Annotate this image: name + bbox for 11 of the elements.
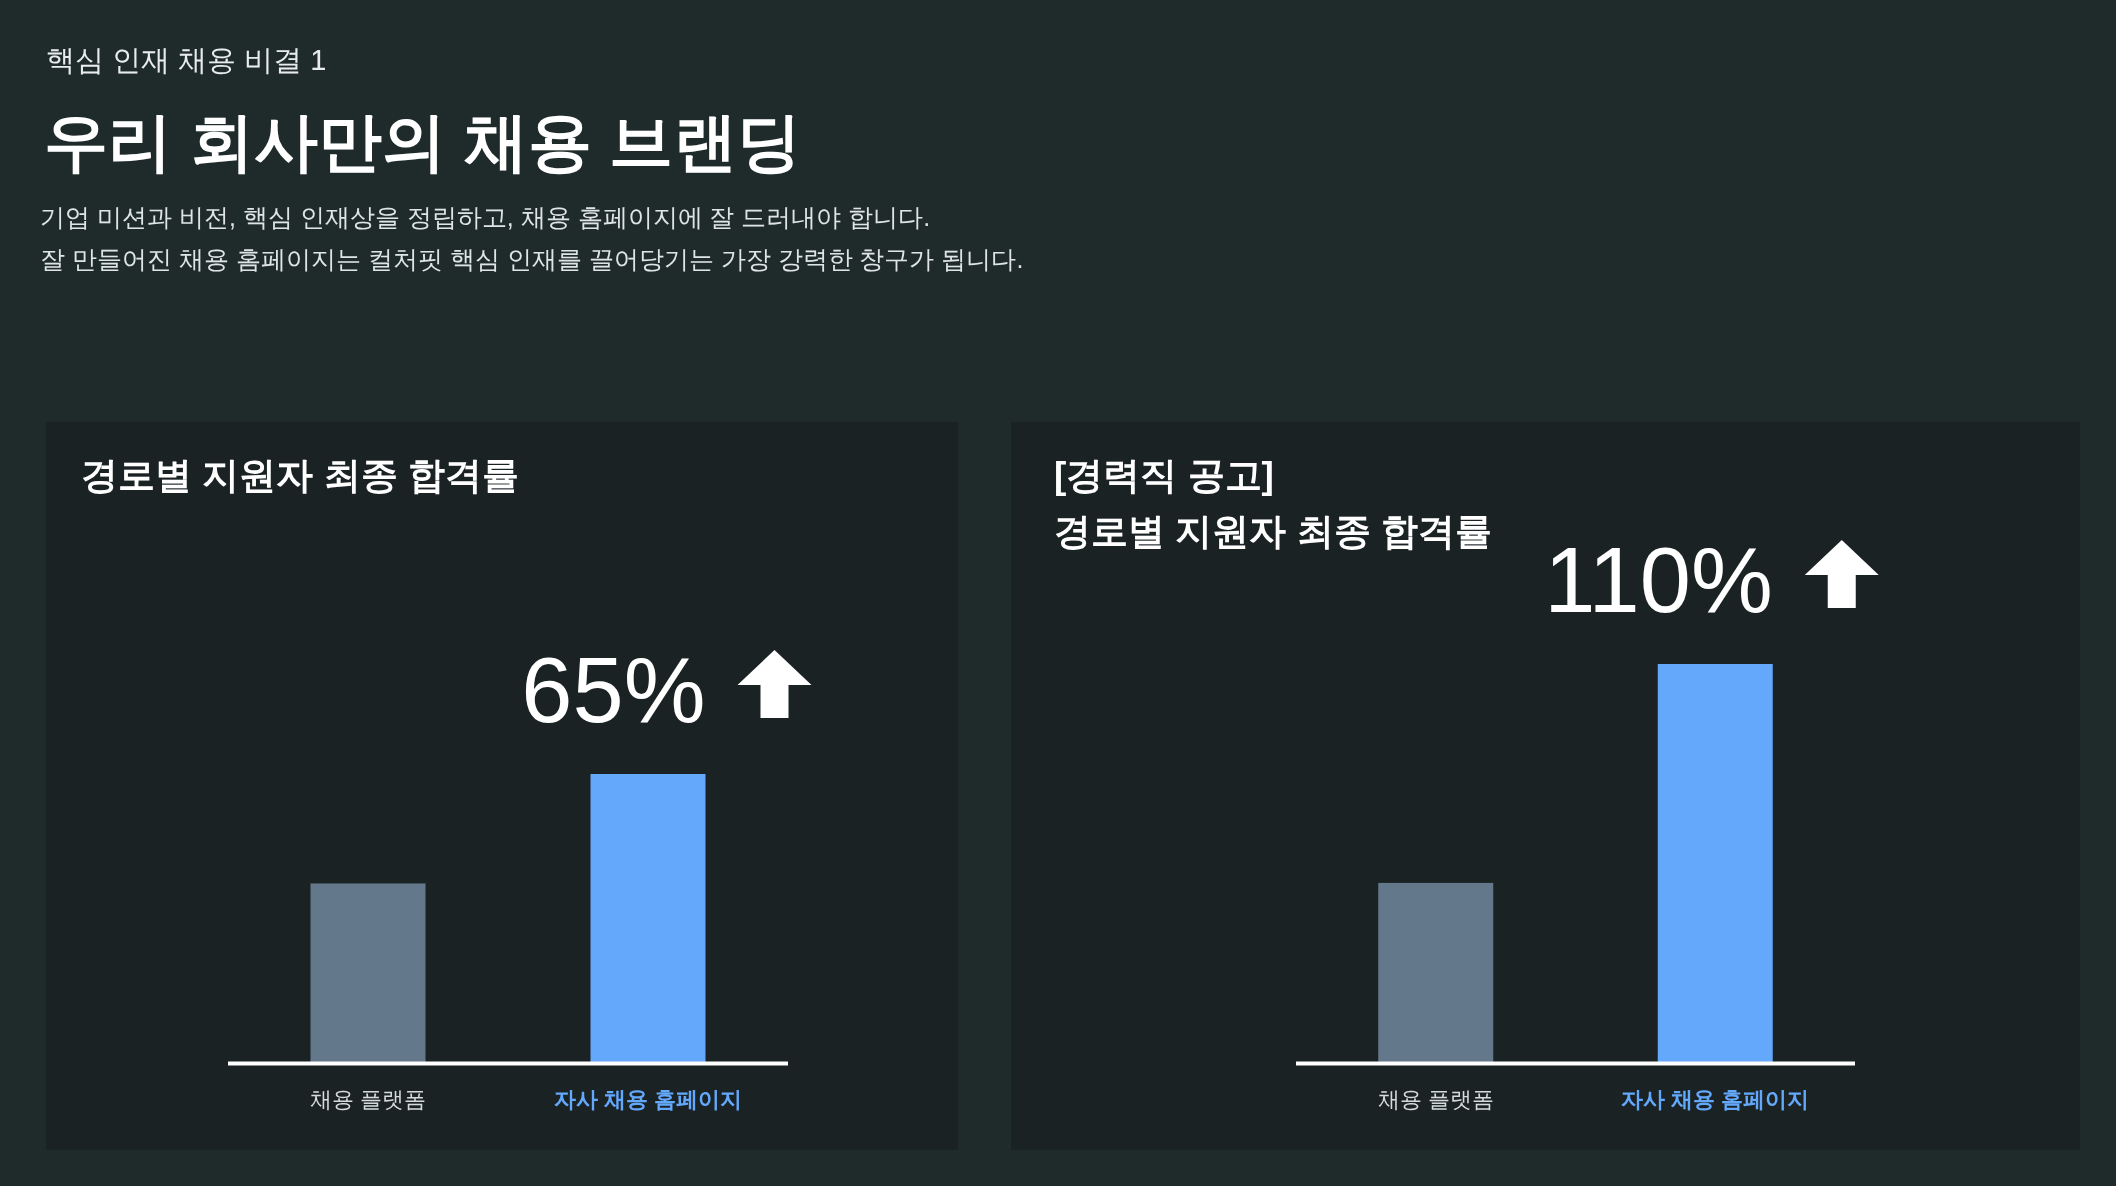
x-tick-label: 채용 플랫폼 <box>309 1087 427 1112</box>
text: 우리 회사만의 채용 브랜딩 <box>44 106 802 178</box>
annotation: 65% <box>521 639 706 741</box>
chart-title: 경로별 지원자 최종 합격률 <box>81 455 519 496</box>
text: 핵심 인재 채용 비결 1 <box>46 44 327 76</box>
x-tick-label: 채용 플랫폼 <box>1377 1087 1494 1112</box>
annotation: 110% <box>1544 529 1773 631</box>
x-tick-label: 자사 채용 홈페이지 <box>1621 1087 1810 1112</box>
chart-title: [경력직 공고] 경로별 지원자 최종 합격률 <box>1054 455 1492 552</box>
text: 기업 미션과 비전, 핵심 인재상을 정립하고, 채용 홈페이지에 잘 드러내야 합니다. 잘 만들어진 채용 홈페이지는 컬처핏 핵심 인재를 끌어당기는 가장 강력한 창구가 됩니다. <box>40 203 1024 273</box>
x-tick-label: 자사 채용 홈페이지 <box>553 1087 743 1112</box>
